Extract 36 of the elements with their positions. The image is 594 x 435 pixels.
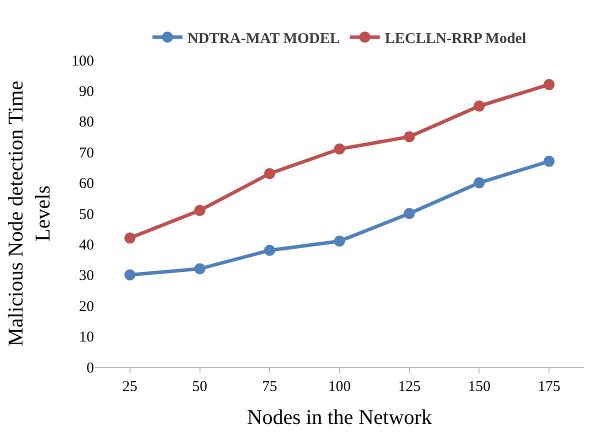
- y-tick-label: 100: [72, 53, 94, 70]
- x-tick-label: 175: [538, 379, 560, 395]
- point: [334, 236, 345, 247]
- point: [194, 263, 206, 274]
- x-tick-label: 150: [468, 379, 490, 395]
- y-tick-label: 50: [79, 206, 94, 223]
- y-tick-label: 40: [79, 237, 94, 254]
- legend-label: NDTRA-MAT MODEL: [188, 30, 340, 47]
- x-tick-label: 75: [262, 379, 278, 395]
- x-axis-title: Nodes in the Network: [247, 405, 432, 430]
- y-tick-label: 30: [79, 268, 94, 284]
- point: [404, 208, 415, 219]
- point: [474, 177, 485, 188]
- point: [194, 204, 206, 216]
- point: [544, 156, 555, 167]
- x-tick-label: 25: [122, 379, 138, 395]
- x-tick-label: 125: [398, 379, 421, 395]
- legend-label: LECLLN-RRP Model: [384, 30, 526, 47]
- point: [264, 168, 276, 180]
- y-tick-label: 80: [79, 114, 94, 131]
- point: [474, 100, 485, 112]
- y-tick-label: 20: [79, 298, 94, 315]
- y-tick-label: 0: [86, 360, 94, 376]
- point: [264, 244, 276, 256]
- point: [404, 131, 415, 142]
- point: [544, 79, 555, 90]
- x-tick-label: 50: [192, 379, 208, 395]
- point: [124, 269, 136, 280]
- y-tick-label: 60: [79, 176, 94, 192]
- x-tick-label: 100: [328, 379, 351, 395]
- y-tick-label: 10: [79, 330, 94, 346]
- point: [124, 232, 136, 244]
- y-tick-label: 70: [79, 145, 94, 162]
- y-axis-title: Malicious Node detection Time Levels: [3, 80, 55, 346]
- y-tick-label: 90: [79, 84, 94, 100]
- point: [334, 144, 345, 155]
